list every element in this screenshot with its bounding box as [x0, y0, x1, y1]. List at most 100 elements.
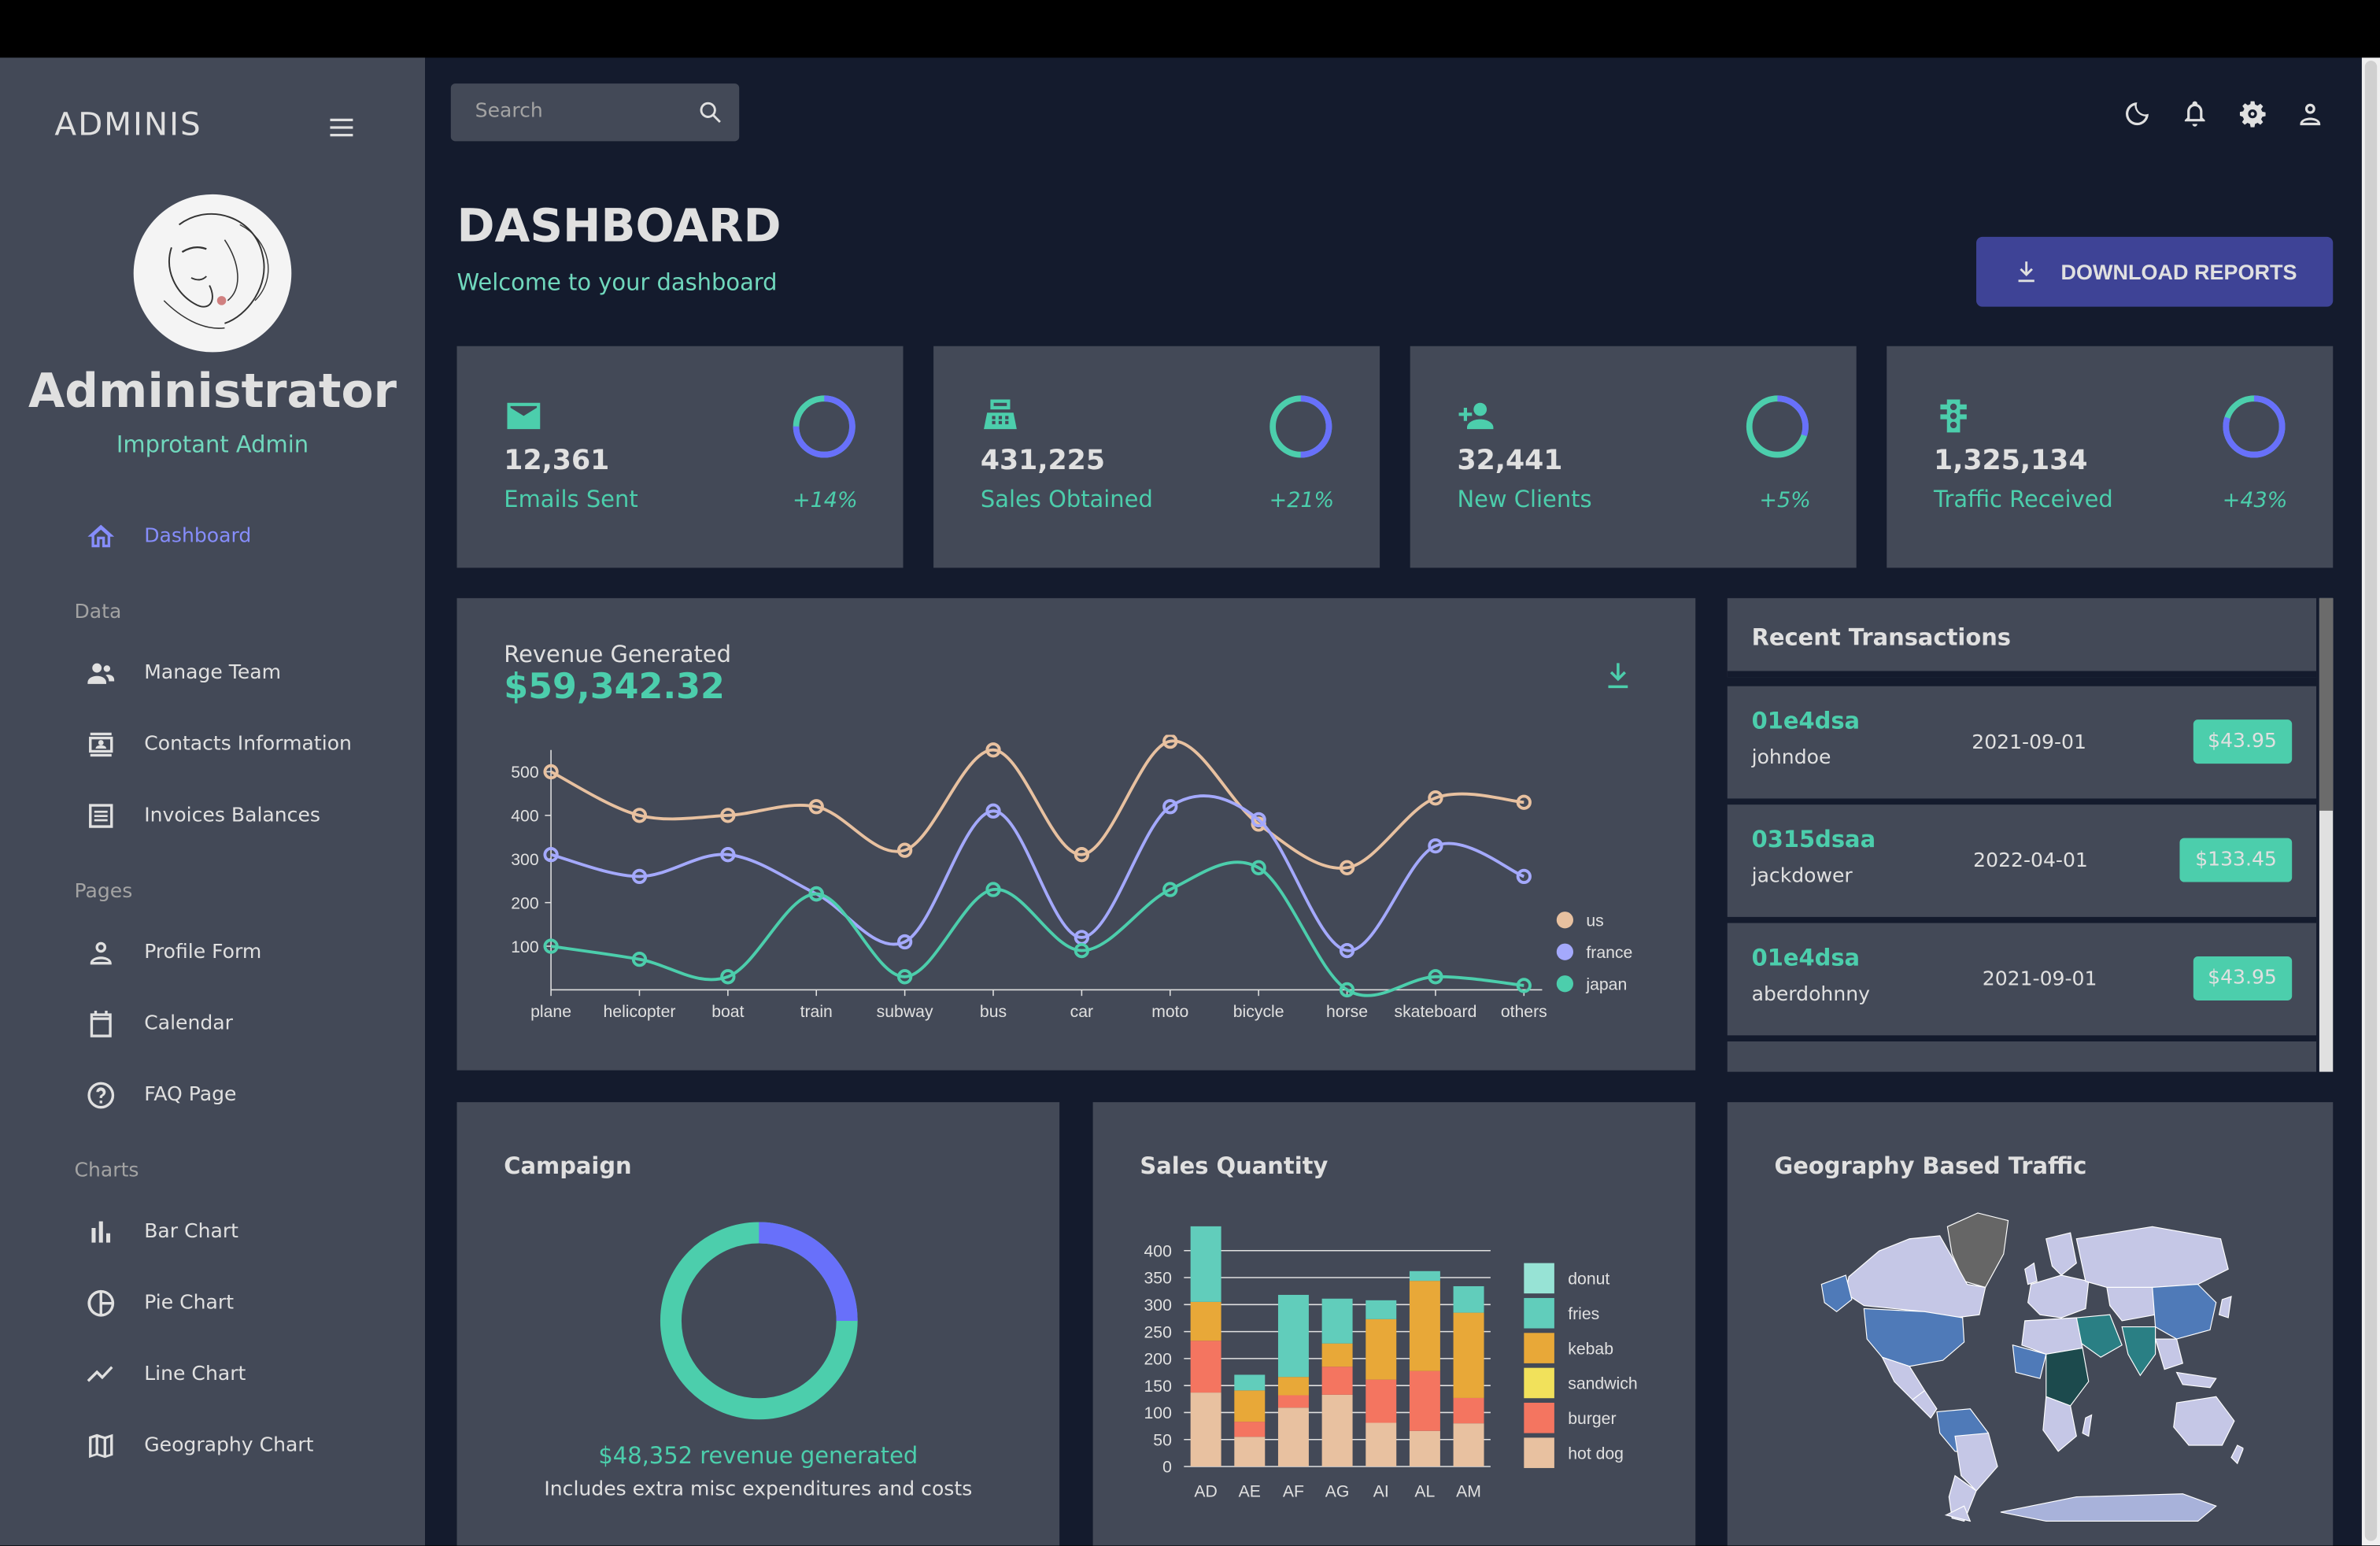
sidebar-item-bar-chart[interactable]: Bar Chart [85, 1213, 238, 1249]
transaction-row[interactable]: 01e4dsa johndoe 2021-09-01 $43.95 [1727, 686, 2317, 799]
sales-bar-chart: 0 50 100 150 200 250 300 350 400 AD AE AF AG AI AL AM do… [1144, 1226, 1638, 1501]
bar-segment-hot-dog [1277, 1407, 1309, 1467]
y-tick-label: 200 [511, 894, 538, 912]
person-icon [90, 941, 112, 964]
data-point-france [985, 803, 1001, 819]
sidebar-item-contacts[interactable]: Contacts Information [85, 726, 352, 762]
stat-increase: +14% [793, 489, 858, 513]
bar-segment-sandwich [1277, 1377, 1309, 1396]
data-point-us [631, 808, 648, 823]
transactions-scrollbar-thumb[interactable] [2319, 597, 2334, 811]
traffic-icon [1940, 399, 1967, 433]
legend-label: sandwich [1568, 1375, 1637, 1393]
data-point-japan [1162, 882, 1178, 897]
data-point-us [1339, 860, 1355, 875]
bar-segment-burger [1366, 1379, 1397, 1423]
y-tick-label: 50 [1153, 1431, 1172, 1449]
sidebar-item-dashboard[interactable]: Dashboard [85, 518, 251, 554]
legend-label: hot dog [1568, 1444, 1624, 1463]
data-point-japan [1074, 942, 1090, 959]
sidebar-item-label: Line Chart [144, 1362, 246, 1385]
y-tick-label: 300 [511, 851, 538, 869]
bar-segment-fries [1366, 1300, 1397, 1319]
sidebar-item-label: Bar Chart [144, 1219, 238, 1243]
geography-card: Geography Based Traffic [1727, 1102, 2334, 1546]
bar-segment-fries [1409, 1270, 1440, 1282]
bar-segment-burger [1321, 1367, 1353, 1395]
campaign-revenue: $48,352 revenue generated [598, 1442, 918, 1470]
notifications-icon[interactable] [2179, 98, 2210, 129]
x-tick-label: skateboard [1394, 1003, 1476, 1021]
transaction-row[interactable] [1727, 1041, 2317, 1072]
sidebar-item-profile-form[interactable]: Profile Form [85, 934, 261, 970]
y-tick-label: 100 [1144, 1404, 1171, 1422]
sidebar-item-manage-team[interactable]: Manage Team [85, 654, 281, 690]
sidebar-item-pie-chart[interactable]: Pie Chart [85, 1285, 234, 1321]
bar-segment-burger [1409, 1370, 1440, 1431]
map-icon [89, 1433, 113, 1458]
stat-label: New Clients [1457, 486, 1592, 513]
series-line-japan [550, 860, 1524, 997]
bar-segment-fries [1277, 1294, 1309, 1378]
data-point-us [985, 742, 1001, 758]
transaction-id: 01e4dsa [1751, 707, 1861, 735]
menu-icon[interactable] [325, 113, 358, 143]
x-tick-label: AD [1194, 1483, 1217, 1501]
bar-segment-burger [1234, 1422, 1266, 1437]
section-label-pages: Pages [74, 880, 133, 904]
search-icon[interactable] [697, 98, 724, 126]
avatar [133, 194, 292, 353]
map-scandinavia [2046, 1232, 2077, 1276]
data-point-us [896, 842, 913, 858]
x-tick-label: AM [1456, 1483, 1481, 1501]
dark-mode-icon[interactable] [2122, 98, 2153, 129]
sidebar-item-faq[interactable]: FAQ Page [85, 1076, 236, 1112]
bar-segment-sandwich [1366, 1319, 1397, 1380]
stat-value: 1,325,134 [1934, 445, 2088, 477]
sidebar-item-calendar[interactable]: Calendar [85, 1005, 233, 1041]
settings-icon[interactable] [2238, 98, 2268, 129]
data-point-us [543, 764, 559, 780]
campaign-progress-circle [660, 1222, 858, 1420]
map-antarctica-west [1944, 1505, 1972, 1522]
bar-segment-burger [1277, 1395, 1309, 1408]
map-central-asia [2106, 1286, 2156, 1322]
transaction-row[interactable]: 0315dsaa jackdower 2022-04-01 $133.45 [1727, 804, 2317, 917]
download-reports-button[interactable]: DOWNLOAD REPORTS [1976, 236, 2334, 307]
bar-segment-hot-dog [1453, 1423, 1484, 1467]
download-icon[interactable] [1602, 659, 1635, 692]
y-tick-label: 100 [511, 938, 538, 956]
revenue-title: Revenue Generated [504, 640, 731, 668]
data-point-france [1428, 838, 1443, 854]
sidebar-item-label: Pie Chart [144, 1291, 235, 1315]
sidebar-item-invoices[interactable]: Invoices Balances [85, 797, 320, 834]
sidebar-item-geography[interactable]: Geography Chart [85, 1427, 314, 1463]
sidebar-item-line-chart[interactable]: Line Chart [85, 1356, 246, 1392]
page-scrollbar-thumb[interactable] [2364, 61, 2378, 1541]
line-chart-icon [87, 1365, 113, 1381]
map-madagascar [2082, 1414, 2093, 1437]
transaction-date: 2021-09-01 [1972, 731, 2086, 755]
legend-marker [1524, 1333, 1554, 1363]
search-input[interactable]: Search [450, 83, 740, 142]
data-point-france [1162, 799, 1178, 815]
profile-icon[interactable] [2295, 98, 2326, 129]
campaign-card: Campaign $48,352 revenue generated Inclu… [456, 1102, 1060, 1546]
stat-card-sales: 431,225 Sales Obtained +21% [933, 346, 1380, 568]
download-icon [2018, 261, 2034, 283]
legend-label: burger [1568, 1410, 1616, 1428]
stat-label: Traffic Received [1934, 486, 2113, 513]
legend-marker [1524, 1437, 1554, 1468]
bar-segment-hot-dog [1234, 1437, 1266, 1467]
legend-marker [1524, 1403, 1554, 1433]
revenue-amount: $59,342.32 [504, 668, 725, 708]
map-russia [2075, 1226, 2229, 1289]
stat-card-emails: 12,361 Emails Sent +14% [456, 346, 904, 568]
sales-quantity-card: Sales Quantity 0 50 100 150 200 250 300 350 400 A… [1092, 1102, 1696, 1546]
legend-marker [1524, 1367, 1554, 1399]
transaction-row[interactable]: 01e4dsa aberdohnny 2021-09-01 $43.95 [1727, 923, 2317, 1036]
stat-increase: +43% [2222, 489, 2288, 513]
y-tick-label: 150 [1144, 1378, 1171, 1396]
legend-label: kebab [1568, 1340, 1613, 1358]
